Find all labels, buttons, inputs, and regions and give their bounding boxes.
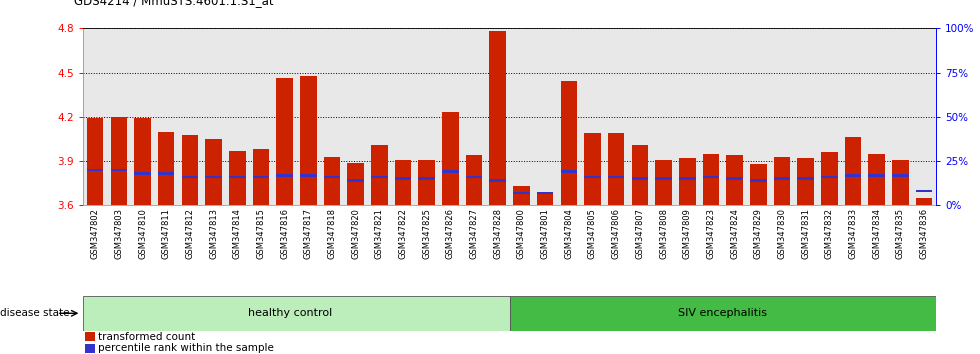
Bar <box>798 177 814 180</box>
Bar <box>85 344 95 353</box>
Bar <box>868 154 885 205</box>
Bar <box>537 192 554 194</box>
Bar <box>798 158 814 205</box>
Bar <box>466 176 482 178</box>
Bar <box>181 176 198 178</box>
Bar <box>276 174 293 177</box>
Bar <box>750 179 766 182</box>
Bar <box>656 177 672 180</box>
Bar <box>371 145 388 205</box>
Bar <box>703 154 719 205</box>
Bar <box>253 149 270 205</box>
Bar <box>773 156 790 205</box>
Bar <box>514 192 530 194</box>
Text: healthy control: healthy control <box>248 308 332 318</box>
Bar <box>181 135 198 205</box>
Bar <box>323 176 340 178</box>
Bar <box>158 132 174 205</box>
Bar <box>347 179 364 182</box>
Bar <box>750 164 766 205</box>
Bar <box>584 133 601 205</box>
Bar <box>442 113 459 205</box>
Bar <box>821 152 838 205</box>
Bar <box>915 190 932 193</box>
Bar <box>845 174 861 177</box>
Bar <box>111 169 127 171</box>
Bar <box>300 174 317 177</box>
Bar <box>418 160 435 205</box>
Bar <box>83 296 510 331</box>
Bar <box>87 118 104 205</box>
Bar <box>868 174 885 177</box>
Bar <box>205 176 221 178</box>
Bar <box>466 155 482 205</box>
Text: disease state: disease state <box>0 308 70 318</box>
Text: GDS4214 / MmuSTS.4601.1.S1_at: GDS4214 / MmuSTS.4601.1.S1_at <box>74 0 273 7</box>
Text: transformed count: transformed count <box>98 332 195 342</box>
Bar <box>726 155 743 205</box>
Bar <box>514 186 530 205</box>
Bar <box>537 194 554 205</box>
Bar <box>915 198 932 205</box>
Text: percentile rank within the sample: percentile rank within the sample <box>98 343 274 353</box>
Bar <box>229 176 246 178</box>
Bar <box>111 117 127 205</box>
Bar <box>489 31 506 205</box>
Bar <box>821 176 838 178</box>
Bar <box>205 139 221 205</box>
Bar <box>631 177 648 180</box>
Bar <box>773 177 790 180</box>
Bar <box>703 176 719 178</box>
Bar <box>892 174 908 177</box>
Bar <box>347 162 364 205</box>
Bar <box>253 176 270 178</box>
Bar <box>656 160 672 205</box>
Bar <box>395 160 412 205</box>
Bar <box>608 133 624 205</box>
Bar <box>371 176 388 178</box>
Bar <box>845 137 861 205</box>
Bar <box>158 172 174 175</box>
Bar <box>679 158 696 205</box>
Bar <box>561 81 577 205</box>
Text: SIV encephalitis: SIV encephalitis <box>678 308 767 318</box>
Bar <box>892 160 908 205</box>
Bar <box>510 296 948 331</box>
Bar <box>608 176 624 178</box>
Bar <box>561 170 577 173</box>
Bar <box>442 170 459 173</box>
Bar <box>631 145 648 205</box>
Bar <box>134 118 151 205</box>
Bar <box>395 177 412 180</box>
Bar <box>418 177 435 180</box>
Bar <box>85 332 95 341</box>
Bar <box>276 79 293 205</box>
Bar <box>134 172 151 175</box>
Bar <box>726 177 743 180</box>
Bar <box>489 179 506 182</box>
Bar <box>323 156 340 205</box>
Bar <box>679 177 696 180</box>
Bar <box>229 151 246 205</box>
Bar <box>300 75 317 205</box>
Bar <box>584 176 601 178</box>
Bar <box>87 169 104 171</box>
